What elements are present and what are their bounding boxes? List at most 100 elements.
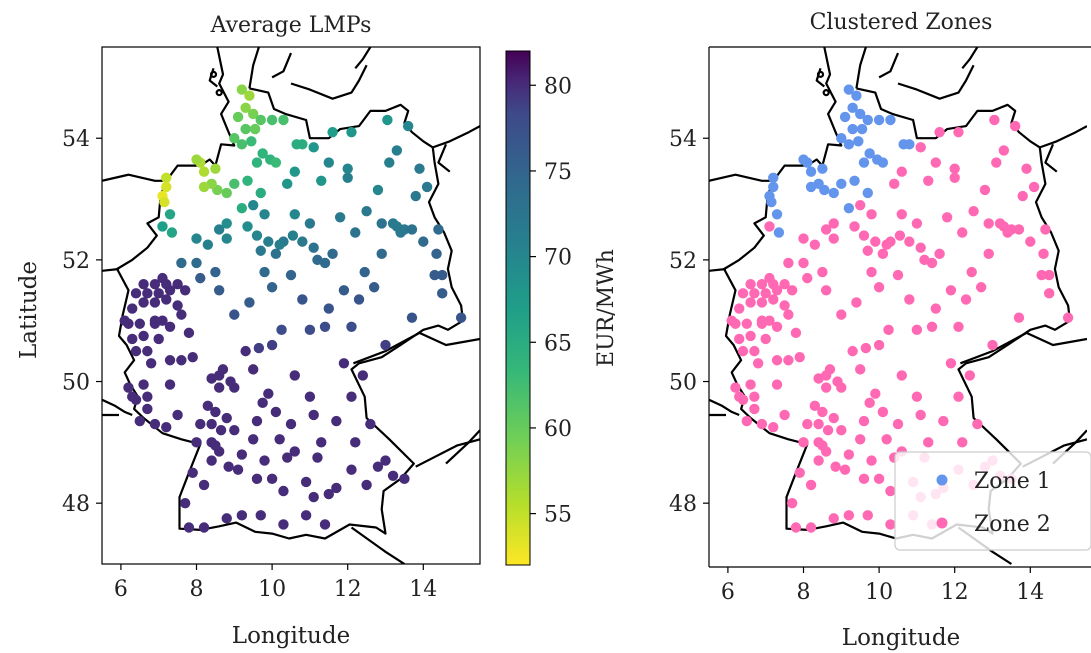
zone-2-point: [802, 272, 813, 284]
lmp-point: [242, 221, 253, 232]
zone-2-point: [779, 279, 790, 290]
lmp-point: [365, 418, 376, 430]
lmp-point: [297, 294, 308, 305]
zone-2-point: [923, 437, 934, 448]
coastline: [855, 47, 867, 89]
lmp-point: [236, 202, 248, 214]
zone-2-point: [877, 248, 889, 259]
lmp-point: [236, 139, 248, 150]
zone-2-point: [862, 245, 873, 256]
lmp-point: [179, 497, 191, 509]
lmp-point: [183, 327, 195, 339]
coastline: [432, 125, 480, 149]
lmp-point: [198, 166, 210, 177]
lmp-point: [248, 364, 259, 375]
zone-2-point: [858, 230, 870, 241]
zone-2-point: [768, 421, 779, 433]
lmp-point: [206, 455, 217, 466]
zone-2-point: [745, 330, 756, 342]
zone-2-point: [730, 382, 741, 393]
zone-2-point: [771, 379, 783, 390]
coastline: [878, 52, 900, 79]
lmp-point: [263, 236, 274, 247]
lmp-point: [304, 391, 316, 402]
coastline: [437, 143, 451, 173]
lmp-point: [240, 102, 251, 114]
zone-2-point: [979, 184, 991, 196]
zone-2-point: [768, 294, 779, 305]
zone-2-point: [960, 294, 972, 305]
lmp-point: [221, 218, 232, 229]
lmp-point: [257, 148, 268, 159]
zone-2-point: [885, 485, 896, 497]
zone-2-point: [822, 424, 834, 436]
zone-2-point: [911, 218, 923, 229]
zone-1-point: [843, 139, 855, 150]
lmp-point: [183, 522, 195, 533]
lmp-point: [263, 388, 274, 399]
zone-2-point: [798, 257, 809, 269]
zone-1-point: [853, 136, 864, 147]
zone-2-point: [824, 364, 836, 375]
border-line: [445, 429, 480, 465]
lmp-point: [316, 437, 327, 448]
lmp-point: [221, 233, 232, 244]
zone-2-point: [849, 221, 860, 232]
zone-2-point: [1006, 224, 1017, 235]
lmp-point: [346, 126, 357, 138]
lmp-point: [406, 224, 418, 235]
zone-2-point: [786, 497, 798, 509]
lmp-points: [119, 84, 467, 533]
lmp-point: [312, 452, 323, 463]
zone-2-point: [926, 321, 938, 332]
lmp-point: [164, 209, 176, 220]
x-axis-label-right: Longitude: [842, 625, 960, 651]
zone-2-point: [741, 318, 752, 329]
zone-1-point: [771, 209, 783, 220]
coastline: [290, 64, 368, 100]
lmp-point: [270, 157, 282, 168]
zone-2-point: [802, 418, 813, 430]
zone-2-point: [1062, 312, 1074, 323]
lmp-point: [142, 391, 153, 402]
lmp-point: [331, 482, 342, 494]
lmp-point: [266, 114, 278, 126]
zone-2-point: [983, 218, 994, 229]
lmp-point: [278, 114, 289, 126]
zone-1-point: [856, 123, 868, 135]
zone-2-point: [904, 294, 915, 305]
zone-2-point: [794, 467, 805, 478]
zone-1-point: [839, 111, 851, 123]
lmp-point: [274, 239, 285, 250]
x-tick-label: 8: [797, 580, 811, 605]
zone-2-point: [855, 434, 866, 445]
zone-2-point: [885, 519, 896, 530]
border-line: [709, 267, 727, 272]
zone-2-point: [949, 172, 960, 183]
lmp-point: [176, 309, 187, 320]
legend-marker-zone-1: [936, 474, 948, 486]
zone-2-point: [1040, 224, 1051, 235]
zone-2-point: [760, 288, 771, 299]
zone-2-point: [737, 345, 749, 357]
lmp-point: [249, 123, 261, 135]
zone-2-point: [894, 230, 906, 241]
lmp-point: [372, 184, 384, 196]
zone-2-point: [734, 391, 745, 402]
lmp-point: [342, 172, 353, 183]
lmp-point: [176, 257, 187, 269]
lmp-point: [149, 418, 161, 430]
zone-2-point: [896, 370, 907, 381]
coastline: [354, 47, 372, 69]
lmp-point: [244, 297, 255, 308]
lmp-point: [191, 437, 202, 448]
lmp-point: [289, 370, 300, 381]
zone-1-point: [862, 187, 873, 199]
zone-2-point: [836, 424, 847, 436]
lmp-point: [134, 318, 145, 329]
coastline: [961, 47, 979, 69]
x-tick-label: 14: [409, 577, 437, 602]
lmp-point: [142, 288, 153, 299]
zone-1-point: [904, 139, 915, 150]
legend-label-zone-2: Zone 2: [974, 512, 1051, 537]
